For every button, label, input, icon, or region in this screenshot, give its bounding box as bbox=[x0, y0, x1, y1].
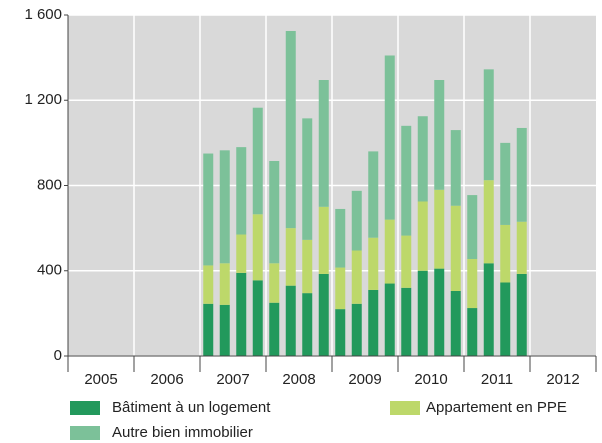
x-tick-label: 2011 bbox=[481, 371, 513, 388]
bar-segment bbox=[483, 180, 494, 264]
bar-segment bbox=[434, 268, 445, 356]
bar-segment bbox=[236, 272, 247, 356]
legend-swatch bbox=[390, 401, 420, 415]
bar-segment bbox=[384, 55, 395, 220]
bar-segment bbox=[401, 235, 412, 288]
bar-segment bbox=[417, 270, 428, 356]
bar-segment bbox=[219, 304, 230, 356]
bar-segment bbox=[434, 189, 445, 269]
bar-segment bbox=[368, 289, 379, 356]
y-tick-label: 1 200 bbox=[24, 91, 62, 108]
bar-segment bbox=[516, 221, 527, 274]
bar-segment bbox=[351, 250, 362, 304]
bar-segment bbox=[203, 153, 214, 266]
bar-segment bbox=[335, 267, 346, 310]
y-tick-label: 1 600 bbox=[24, 6, 62, 23]
bar-segment bbox=[302, 239, 313, 294]
bar-segment bbox=[219, 263, 230, 305]
bar-segment bbox=[269, 302, 280, 356]
bar-segment bbox=[401, 125, 412, 236]
bar-segment bbox=[467, 195, 478, 260]
bar-segment bbox=[417, 116, 428, 202]
bar-segment bbox=[302, 293, 313, 356]
bar-segment bbox=[434, 80, 445, 190]
x-tick-label: 2006 bbox=[150, 371, 183, 388]
bar-segment bbox=[401, 287, 412, 356]
bar-segment bbox=[500, 224, 511, 283]
bar-segment bbox=[236, 147, 247, 235]
legend-swatch bbox=[70, 426, 100, 440]
y-tick-label: 800 bbox=[37, 176, 62, 193]
y-tick-label: 400 bbox=[37, 262, 62, 279]
bar-segment bbox=[351, 190, 362, 251]
bar-segment bbox=[302, 118, 313, 240]
bar-segment bbox=[368, 151, 379, 238]
bar-segment bbox=[318, 80, 329, 207]
bar-segment bbox=[236, 234, 247, 273]
bar-segment bbox=[285, 285, 296, 356]
bar-segment bbox=[483, 69, 494, 181]
bar-segment bbox=[500, 282, 511, 356]
bar-segment bbox=[335, 309, 346, 356]
bar-segment bbox=[450, 205, 461, 291]
bar-segment bbox=[417, 201, 428, 271]
x-tick-label: 2008 bbox=[282, 371, 315, 388]
bar-segment bbox=[252, 107, 263, 215]
bar-segment bbox=[269, 160, 280, 264]
x-tick-label: 2012 bbox=[546, 371, 579, 388]
bar-segment bbox=[252, 214, 263, 281]
legend-swatch bbox=[70, 401, 100, 415]
bar-segment bbox=[500, 142, 511, 225]
bar-segment bbox=[467, 259, 478, 309]
bar-segment bbox=[318, 206, 329, 274]
x-tick-label: 2009 bbox=[348, 371, 381, 388]
bar-segment bbox=[516, 273, 527, 356]
bar-segment bbox=[516, 127, 527, 222]
x-tick-label: 2010 bbox=[414, 371, 447, 388]
bar-segment bbox=[384, 219, 395, 284]
x-tick-label: 2005 bbox=[84, 371, 117, 388]
legend-label: Bâtiment à un logement bbox=[112, 399, 271, 416]
bar-segment bbox=[384, 283, 395, 356]
bar-segment bbox=[335, 208, 346, 268]
bar-segment bbox=[203, 265, 214, 304]
bar-segment bbox=[450, 130, 461, 206]
bar-segment bbox=[203, 303, 214, 356]
bar-segment bbox=[450, 290, 461, 356]
bar-segment bbox=[368, 237, 379, 290]
legend-label: Appartement en PPE bbox=[426, 399, 567, 416]
bar-segment bbox=[219, 150, 230, 264]
bar-segment bbox=[269, 263, 280, 303]
bar-segment bbox=[285, 30, 296, 229]
x-tick-label: 2007 bbox=[216, 371, 249, 388]
bar-segment bbox=[351, 303, 362, 356]
bar-segment bbox=[467, 308, 478, 356]
bar-segment bbox=[483, 263, 494, 356]
legend-label: Autre bien immobilier bbox=[112, 424, 253, 441]
bar-segment bbox=[252, 280, 263, 356]
y-tick-label: 0 bbox=[54, 347, 62, 364]
bar-segment bbox=[285, 228, 296, 286]
bar-segment bbox=[318, 273, 329, 356]
